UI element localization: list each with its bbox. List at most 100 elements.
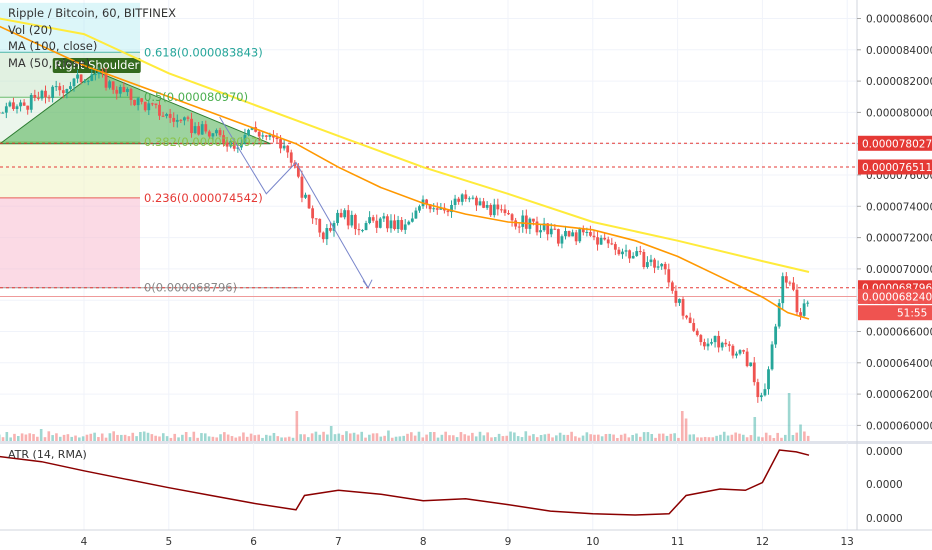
candle-body [496,204,500,210]
candle-body [175,119,179,122]
candle-body [307,194,311,209]
volume-bar [348,433,352,441]
candle-body [710,342,713,344]
volume-bar [406,433,409,441]
volume-bar [142,431,146,441]
volume-bar [513,432,516,441]
volume-bar [803,431,806,441]
fib-label: 0.236(0.000074542) [144,191,263,205]
volume-bar [478,431,482,441]
volume-bar [184,432,188,441]
fib-label: 0.382(0.000078097) [144,135,263,149]
candle-body [571,232,575,237]
price-axis: 0.000086000 0.000084000 0.000082000 0.00008… [856,0,932,530]
volume-bar [627,437,631,441]
atr-tick-label: 0.0000 [866,513,903,525]
candle-body [532,218,535,222]
candle-body [8,102,12,107]
volume-bar [337,433,341,441]
candle-body [279,139,282,149]
volume-bar [658,433,661,441]
candle-body [90,74,94,81]
candle-body [770,344,774,370]
candle-body [667,269,671,283]
fib-zone [0,142,140,198]
volume-bar [780,437,783,441]
candle-body [642,251,646,268]
volume-bar [471,432,474,441]
volume-bar [787,393,791,441]
time-axis: 4 5 6 7 8 9 10 11 12 13 [0,529,932,548]
volume-bar [631,434,634,441]
atr-legend[interactable]: ATR (14, RMA) [8,448,87,461]
candle-body [521,215,525,227]
volume-bar [665,435,669,441]
candle-body [382,216,386,219]
volume-bar [577,437,581,441]
candle-body [54,86,58,88]
candle-body [321,232,325,240]
candle-body [314,218,318,220]
candle-body [108,81,112,88]
candle-body [172,117,176,122]
candle-body [549,228,553,235]
volume-bar [459,432,463,441]
candle-body [140,98,144,102]
candles [0,67,810,403]
candle-body [617,249,621,255]
volume-bar [181,434,184,441]
volume-bar [97,437,100,441]
volume-bar [13,433,16,441]
volume-bar [291,437,295,441]
candle-body [350,214,354,226]
volume-bar [66,434,70,441]
volume-bar [783,434,787,441]
volume-bar [722,431,726,441]
fib-label: 0.5(0.000080970) [144,90,248,104]
volume-bar [742,434,745,441]
volume-bar [161,433,165,441]
volume-bar [417,431,421,441]
volume-bar [493,437,497,441]
volume-bar [761,437,764,441]
candle-body [681,299,685,316]
volume-bar [16,436,20,441]
volume-bar [318,434,322,441]
volume-bar [207,436,211,441]
candle-body [300,176,304,198]
candle-body [143,101,147,111]
volume-bar [306,437,310,441]
volume-bar [413,435,417,441]
volume-bar [356,434,360,441]
candle-body [425,199,428,205]
candle-body [393,220,396,230]
price-tick-label: 0.000070000 [866,264,932,276]
candle-body [656,266,660,268]
candle-body [699,335,703,343]
candle-body [261,135,265,137]
volume-bar [375,433,379,441]
candle-body [97,71,101,75]
candle-body [207,131,211,137]
candle-body [229,141,233,147]
candle-body [296,165,300,177]
volume-bar [616,437,619,441]
price-tick-label: 0.000066000 [866,327,932,339]
candle-body [777,303,781,327]
candle-body [464,194,468,199]
volume-bar [398,436,402,441]
volume-bar [0,434,1,441]
volume-bar [535,437,539,441]
candle-body [478,201,482,206]
candle-body [492,204,496,216]
price-tick-label: 0.000086000 [866,14,932,26]
candle-body [784,276,788,283]
volume-bar [85,434,89,441]
volume-bar [452,435,455,441]
candle-body [336,212,339,224]
volume-bar [619,434,623,441]
price-tag-label: 0.000068240 [862,291,932,303]
arrow-head [362,279,373,289]
candle-body [286,145,290,153]
